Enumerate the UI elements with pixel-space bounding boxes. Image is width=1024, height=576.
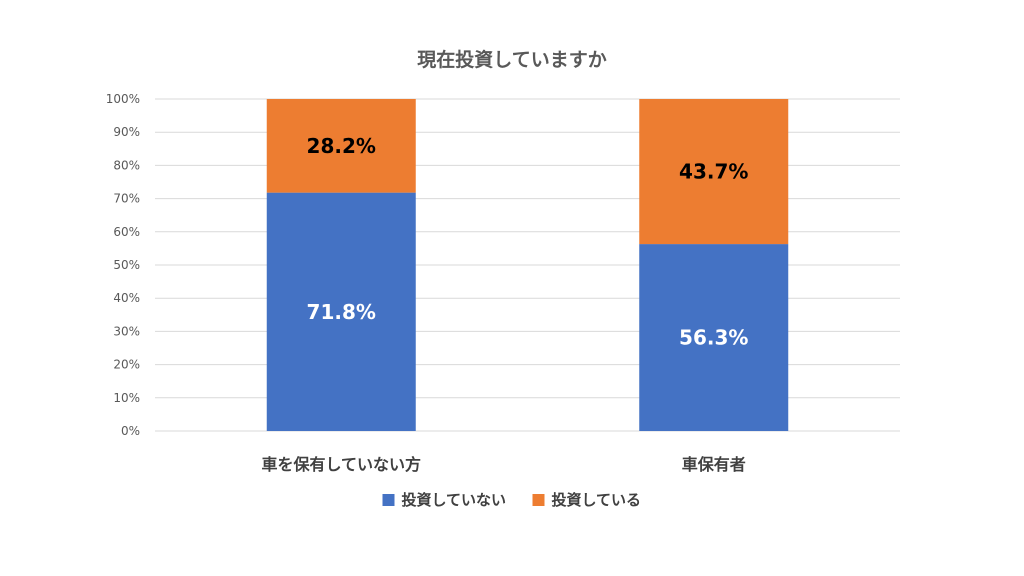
- data-label: 43.7%: [679, 160, 748, 184]
- data-label: 71.8%: [307, 300, 376, 324]
- y-tick-label: 30%: [113, 324, 140, 338]
- bars: 71.8% 28.2% 56.3% 43.7%: [266, 99, 789, 431]
- chart-title: 現在投資していますか: [417, 48, 606, 71]
- bar-segment: [266, 99, 416, 193]
- x-category-label: 車保有者: [682, 455, 746, 474]
- y-tick-label: 90%: [113, 125, 140, 139]
- y-tick-label: 70%: [113, 192, 140, 206]
- x-axis: 車を保有していない方 車保有者: [261, 455, 745, 474]
- y-tick-label: 50%: [113, 258, 140, 272]
- legend: 投資していない 投資している: [382, 491, 642, 509]
- y-tick-label: 20%: [113, 358, 140, 372]
- bar-segment: [639, 99, 789, 245]
- y-tick-label: 80%: [113, 158, 140, 172]
- bar-segment: [639, 244, 789, 431]
- y-tick-label: 10%: [113, 391, 140, 405]
- x-category-label: 車を保有していない方: [261, 455, 421, 474]
- data-label: 56.3%: [679, 326, 748, 350]
- y-tick-label: 60%: [113, 225, 140, 239]
- y-tick-label: 40%: [113, 291, 140, 305]
- legend-swatch: [532, 494, 545, 506]
- y-tick-label: 100%: [106, 92, 140, 106]
- legend-label: 投資している: [552, 491, 642, 509]
- bar-segment: [266, 192, 416, 431]
- data-label: 28.2%: [307, 134, 376, 158]
- y-tick-label: 0%: [121, 424, 140, 438]
- legend-swatch: [382, 494, 395, 506]
- legend-label: 投資していない: [402, 491, 507, 509]
- y-axis: 0% 10% 20% 30% 40% 50% 60% 70% 80% 90% 100%: [106, 92, 140, 438]
